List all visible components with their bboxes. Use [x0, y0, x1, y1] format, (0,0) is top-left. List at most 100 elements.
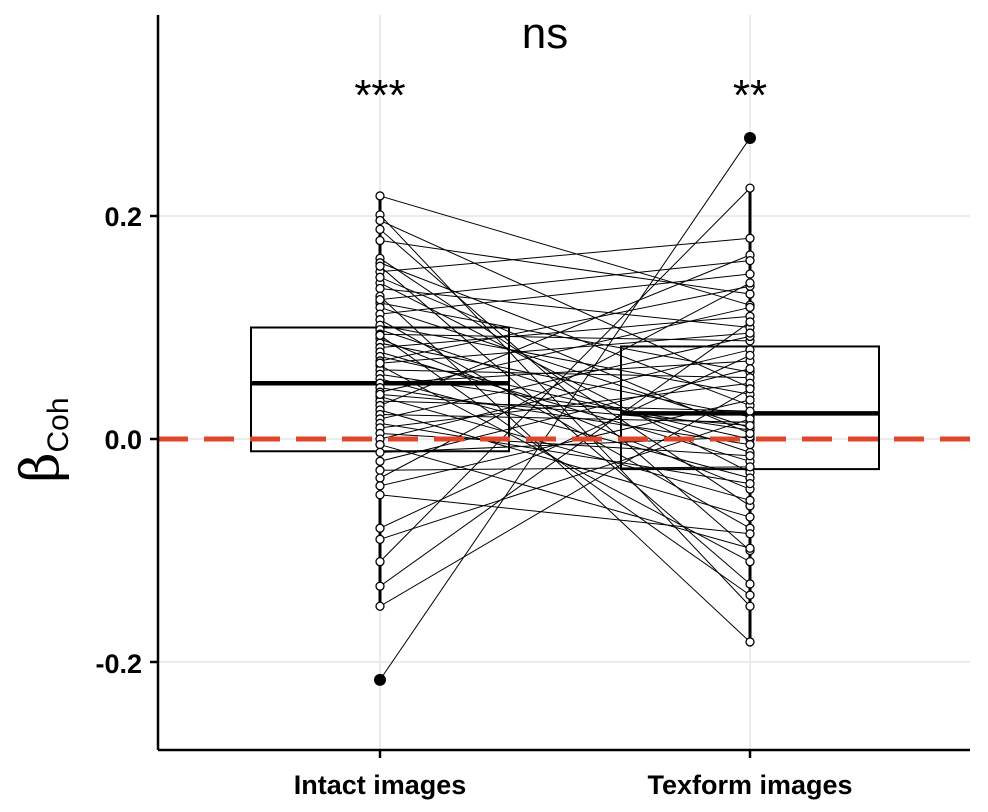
data-point-texform	[745, 529, 755, 539]
pair-line	[379, 332, 751, 364]
pair-line	[379, 388, 751, 607]
data-point-intact	[375, 215, 385, 226]
data-point-intact	[375, 272, 385, 282]
significance-between: ns	[522, 9, 568, 58]
pair-line	[379, 400, 751, 412]
pair-line	[379, 494, 751, 535]
data-point-texform	[745, 478, 755, 489]
svg-text:βCoh: βCoh	[11, 397, 75, 482]
pair-line	[379, 287, 751, 328]
data-points	[374, 131, 756, 686]
pair-line	[379, 409, 751, 518]
data-point-texform	[745, 637, 755, 647]
data-point-intact	[375, 447, 385, 458]
pair-line	[379, 333, 751, 342]
pair-line	[379, 273, 751, 315]
data-point-texform	[745, 183, 755, 193]
pair-line	[379, 240, 751, 295]
x-tick-label-texform: Texform images	[647, 770, 852, 800]
pair-line	[379, 137, 751, 681]
data-point-texform	[745, 302, 755, 313]
data-point-texform	[745, 590, 755, 600]
data-point-intact	[375, 235, 385, 246]
y-axis-label-subscript: Coh	[42, 397, 75, 452]
pair-line	[379, 260, 751, 301]
pair-line	[379, 334, 751, 596]
pair-line	[379, 335, 751, 420]
data-point-texform	[745, 233, 755, 243]
pair-line	[379, 237, 751, 273]
y-axis-label-beta: β	[11, 452, 71, 482]
data-point-texform	[745, 289, 755, 299]
pair-line	[379, 187, 751, 563]
data-point-texform	[745, 278, 755, 288]
pair-line	[379, 265, 751, 585]
pair-line	[379, 382, 751, 429]
data-point-texform	[745, 328, 755, 338]
data-point-texform	[745, 579, 755, 589]
pair-line	[379, 220, 751, 389]
pair-line	[379, 329, 751, 453]
data-point-texform	[745, 255, 755, 266]
data-point-texform	[745, 601, 755, 611]
data-point-intact	[375, 465, 385, 475]
significance-intact: ***	[354, 71, 405, 120]
paired-lines	[379, 137, 751, 681]
data-point-intact	[375, 294, 385, 305]
pair-line	[379, 276, 751, 434]
data-point-intact	[375, 581, 385, 591]
data-point-texform	[745, 495, 755, 505]
pair-line	[379, 195, 751, 306]
y-tick-label-1: 0.0	[104, 425, 142, 455]
data-point-texform	[745, 364, 755, 374]
data-point-intact	[375, 439, 385, 450]
data-point-texform	[745, 557, 755, 567]
pair-line	[379, 413, 751, 423]
pair-line	[379, 338, 751, 490]
y-tick-label-0: -0.2	[95, 649, 142, 679]
data-point-texform	[745, 512, 755, 522]
pair-line	[379, 262, 751, 407]
data-point-texform	[745, 451, 755, 461]
data-point-texform	[745, 462, 755, 472]
data-point-intact	[375, 330, 385, 340]
data-point-intact	[375, 523, 385, 533]
data-point-intact	[375, 283, 385, 294]
pair-line	[379, 254, 751, 407]
pair-line	[379, 282, 751, 479]
data-point-intact	[375, 261, 385, 271]
x-tick-label-intact: Intact images	[294, 770, 467, 800]
data-point-texform	[745, 428, 755, 439]
y-axis-label: βCoh	[11, 397, 75, 482]
data-point-intact	[375, 224, 385, 235]
data-point-texform	[745, 420, 755, 431]
data-point-texform	[745, 395, 755, 405]
pair-line	[379, 396, 751, 501]
pair-line	[379, 315, 751, 349]
pair-line	[379, 319, 751, 529]
data-point-intact	[375, 389, 385, 400]
data-point-texform	[745, 269, 755, 279]
data-point-intact	[375, 601, 385, 611]
pair-line	[379, 257, 751, 507]
pair-line	[379, 229, 751, 551]
pair-line	[379, 285, 751, 362]
significance-texform: **	[733, 71, 767, 120]
pair-line	[379, 466, 751, 471]
data-point-texform	[745, 439, 755, 450]
data-point-intact	[375, 473, 385, 483]
data-point-texform	[745, 384, 755, 394]
outlier-point	[744, 131, 756, 144]
pair-line	[379, 356, 751, 440]
pair-line	[379, 369, 751, 379]
pair-line	[379, 321, 751, 587]
data-point-texform	[745, 406, 755, 416]
data-point-texform	[745, 317, 755, 327]
data-point-intact	[375, 481, 385, 491]
axes	[150, 15, 970, 758]
data-point-intact	[375, 490, 385, 500]
data-point-intact	[375, 456, 385, 466]
data-point-intact	[375, 191, 385, 201]
data-point-intact	[375, 534, 385, 544]
